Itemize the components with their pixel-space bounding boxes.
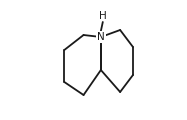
Text: N: N: [97, 32, 105, 42]
Text: H: H: [99, 11, 107, 21]
